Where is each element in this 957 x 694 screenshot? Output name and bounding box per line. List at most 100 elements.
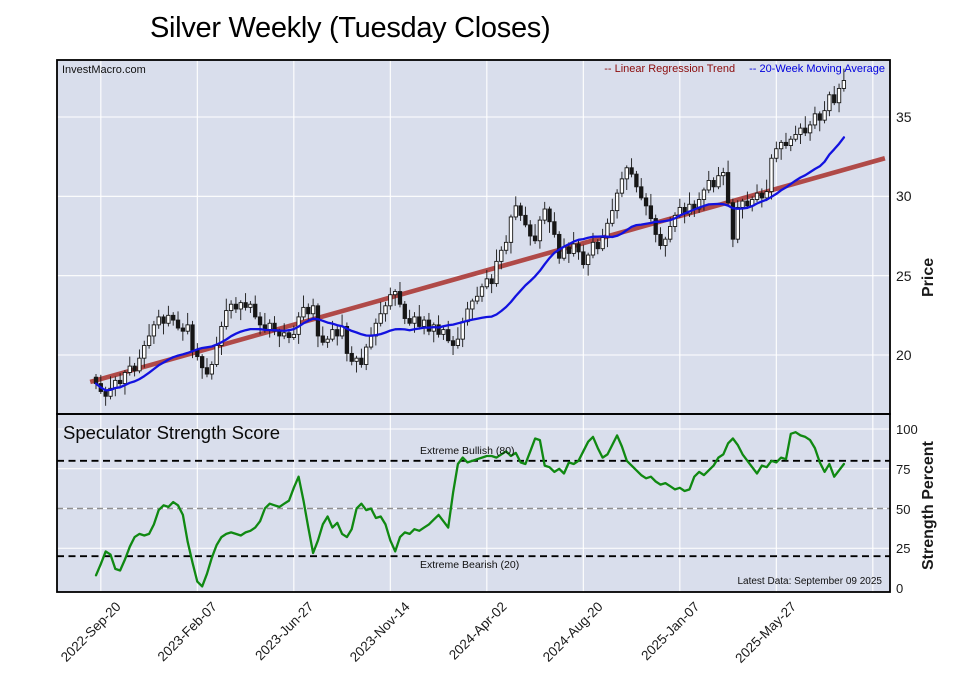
candle (475, 295, 480, 302)
strength-axis-title: Strength Percent (920, 441, 937, 570)
candle (745, 200, 750, 207)
candle (508, 216, 514, 243)
candle (711, 180, 716, 188)
moving-average-line (94, 136, 846, 392)
candle (581, 251, 586, 266)
candle (199, 356, 205, 369)
candle (450, 340, 456, 346)
candle (754, 192, 760, 200)
candle (470, 300, 475, 310)
candlestick-series (93, 68, 847, 406)
latest-data-note: Latest Data: September 09 2025 (737, 576, 882, 587)
candle (146, 335, 152, 346)
candle (142, 345, 147, 359)
strength-panel-border (56, 413, 891, 593)
candle (325, 338, 330, 343)
legend-regression-label: -- Linear Regression Trend (604, 63, 736, 75)
candle (359, 357, 364, 365)
candle (238, 302, 243, 310)
strength-tick-label: 100 (896, 422, 918, 437)
candle (672, 214, 678, 227)
candle (441, 329, 446, 335)
candle (523, 214, 528, 226)
candle (204, 367, 210, 375)
candle (822, 110, 827, 121)
candle (320, 335, 325, 343)
candle (836, 87, 842, 104)
candle (364, 346, 369, 365)
candle (402, 303, 407, 319)
candle (841, 80, 847, 89)
price-tick-label: 20 (896, 347, 912, 363)
candle (122, 372, 128, 385)
candle (383, 305, 388, 315)
candle (542, 208, 547, 221)
candle (455, 338, 461, 346)
candle (600, 237, 605, 250)
candle (634, 173, 639, 188)
candle (489, 278, 494, 285)
candle (393, 291, 398, 296)
candle (108, 387, 113, 397)
candle (827, 94, 832, 112)
candle (779, 141, 784, 150)
extreme-bearish-label: Extreme Bearish (20) (420, 559, 520, 571)
candle (557, 233, 562, 259)
candle (648, 205, 654, 219)
candle (127, 365, 132, 373)
candle (233, 303, 239, 310)
candle (696, 199, 702, 210)
candle (185, 324, 190, 332)
candle (378, 313, 383, 324)
candle (610, 210, 615, 224)
candle (798, 127, 803, 135)
candle (479, 286, 485, 297)
candle (503, 241, 509, 251)
candle (629, 167, 634, 175)
candle (180, 327, 185, 332)
candle (706, 180, 711, 191)
candle (195, 349, 200, 358)
candle (291, 333, 296, 338)
candle (586, 254, 591, 266)
candle (335, 329, 340, 337)
price-tick-label: 35 (896, 108, 912, 125)
candle (219, 325, 224, 346)
candle (817, 113, 822, 121)
candle (537, 219, 543, 242)
candle (740, 200, 745, 208)
candle (417, 316, 422, 327)
candle (624, 167, 629, 180)
candle (161, 316, 166, 324)
watermark-text: InvestMacro.com (62, 64, 146, 76)
candle (117, 379, 123, 385)
chart-legend: -- Linear Regression Trend -- 20-Week Mo… (604, 63, 885, 75)
extreme-bullish-label: Extreme Bullish (80) (420, 445, 515, 457)
candle (209, 364, 214, 375)
candle (725, 172, 731, 204)
candle (248, 303, 253, 308)
candle (595, 241, 600, 250)
price-tick-label: 30 (896, 188, 912, 205)
candle (286, 332, 292, 338)
candle (807, 124, 813, 134)
candle (277, 330, 282, 337)
candle (774, 148, 779, 159)
candle (513, 205, 518, 218)
candle (571, 243, 576, 254)
candle (388, 294, 393, 307)
candle (783, 141, 789, 147)
candle (253, 303, 258, 318)
candle (576, 243, 581, 253)
strength-score-line (94, 431, 846, 588)
strength-panel-background (57, 414, 890, 592)
candle (701, 189, 707, 200)
candle (788, 138, 793, 147)
candle (484, 278, 489, 288)
candle (446, 329, 451, 342)
strength-panel-title: Speculator Strength Score (63, 422, 280, 443)
candle (310, 305, 316, 315)
candle (653, 218, 658, 235)
